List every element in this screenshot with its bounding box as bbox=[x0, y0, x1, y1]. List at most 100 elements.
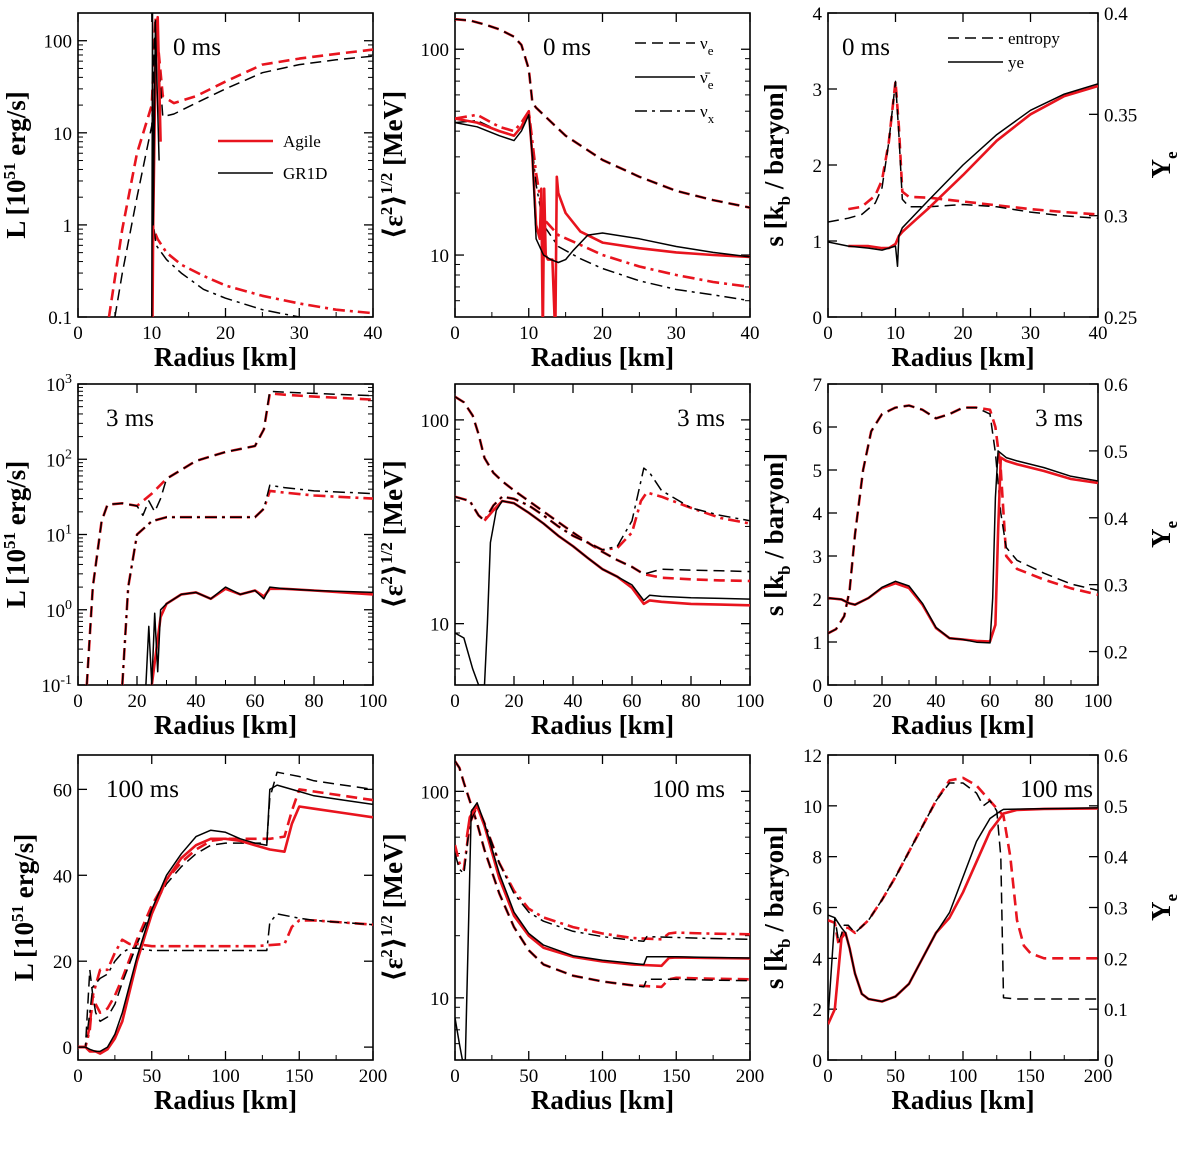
x-tick-label: 100 bbox=[588, 1066, 617, 1087]
x-tick-label: 40 bbox=[564, 691, 583, 712]
panel-title: 100 ms bbox=[1020, 776, 1093, 803]
legend-label: entropy bbox=[1008, 29, 1060, 48]
y-tick-label: 1 bbox=[813, 633, 823, 654]
y-tick-label: 0 bbox=[813, 308, 823, 329]
y2-axis-label: Ye bbox=[1146, 151, 1181, 179]
y-axis-label: s [kb / baryon] bbox=[759, 453, 794, 616]
series-gr1d-nu-e-bar bbox=[455, 803, 750, 1060]
series-group bbox=[828, 778, 1098, 1025]
panel-s3: 0 20 40 60 80 100012345670.20.30.40.50.6YeRad… bbox=[759, 375, 1181, 740]
panel-e3: 0 20 40 60 80 10010100Radius [km]⟨ε2⟩1/2 [MeV… bbox=[377, 384, 764, 740]
y2-tick-label: 0.25 bbox=[1104, 308, 1137, 329]
panel-title: 3 ms bbox=[106, 405, 154, 432]
x-tick-label: 40 bbox=[187, 691, 206, 712]
x-tick-label: 0 bbox=[450, 691, 460, 712]
x-tick-label: 60 bbox=[981, 691, 1000, 712]
y2-tick-label: 0 bbox=[1104, 1051, 1114, 1072]
panel-l0: 0 10 20 30 40 0.1 1 10 100 Radius [km] L [1051 erg… bbox=[0, 13, 383, 372]
x-tick-label: 100 bbox=[359, 691, 388, 712]
series-gr1d-nu-e-bar bbox=[146, 587, 373, 685]
series-group bbox=[828, 81, 1098, 266]
series-gr1d-nu-e-bar bbox=[455, 115, 750, 263]
x-tick-label: 100 bbox=[1084, 691, 1113, 712]
y-tick-label: 100 bbox=[46, 598, 72, 622]
x-tick-label: 100 bbox=[736, 691, 765, 712]
series-gr1d-nu-e bbox=[78, 772, 373, 1047]
y-tick-label: 5 bbox=[813, 461, 823, 482]
x-tick-label: 80 bbox=[305, 691, 324, 712]
y-tick-label: 100 bbox=[421, 40, 450, 61]
x-tick-label: 0 bbox=[73, 691, 83, 712]
x-tick-label: 20 bbox=[128, 691, 147, 712]
x-tick-label: 150 bbox=[285, 1066, 314, 1087]
y2-tick-label: 0.2 bbox=[1104, 643, 1128, 664]
legend-label: Agile bbox=[283, 132, 321, 151]
y-tick-label: 10 bbox=[430, 615, 449, 636]
y2-tick-label: 0.3 bbox=[1104, 899, 1128, 920]
y2-tick-label: 0.6 bbox=[1104, 746, 1128, 767]
panel-title: 0 ms bbox=[543, 34, 591, 61]
panel-e100: 0 50 100 150 20010100Radius [km]⟨ε2⟩1/2 [MeV… bbox=[377, 755, 764, 1115]
x-tick-label: 50 bbox=[142, 1066, 161, 1087]
series-gr1d-ye bbox=[828, 808, 1098, 1019]
legend: entropy ye bbox=[948, 29, 1060, 72]
legend-label: νx bbox=[700, 102, 715, 126]
x-tick-label: 150 bbox=[1016, 1066, 1045, 1087]
y-tick-label: 4 bbox=[813, 949, 823, 970]
x-axis-label: Radius [km] bbox=[531, 1085, 674, 1115]
y-tick-label: 12 bbox=[803, 746, 822, 767]
plot-frame bbox=[78, 13, 373, 317]
x-tick-label: 0 bbox=[450, 323, 460, 344]
y2-tick-label: 0.35 bbox=[1104, 105, 1137, 126]
series-agile-nu-x bbox=[155, 234, 373, 313]
y-tick-label: 4 bbox=[813, 4, 823, 25]
panel-s0: 0 10 20 30 40 0 1 2 3 4 0.25 0.3 0.35 0.4 Ye Radius [km… bbox=[759, 4, 1181, 372]
figure: 0 10 20 30 400.1110100Radius [km]L [1051 erg… bbox=[0, 0, 1184, 1157]
panel-title: 100 ms bbox=[106, 776, 179, 803]
series-agile-nu-x bbox=[78, 920, 373, 1047]
y-tick-label: 20 bbox=[53, 952, 72, 973]
panel-e0: 0 10 20 30 4010100Radius [km]⟨ε2⟩1/2 [MeV]0 … bbox=[377, 13, 760, 372]
x-tick-label: 100 bbox=[211, 1066, 240, 1087]
series-agile-entropy bbox=[828, 778, 1098, 958]
series-gr1d-nu-x bbox=[78, 914, 373, 1047]
series-group bbox=[455, 397, 750, 685]
x-tick-label: 100 bbox=[949, 1066, 978, 1087]
y-tick-label: 102 bbox=[46, 447, 72, 471]
x-tick-label: 20 bbox=[593, 323, 612, 344]
y-tick-label: 2 bbox=[813, 590, 823, 611]
y-tick-label: 2 bbox=[813, 156, 823, 177]
y-tick-label: 10 bbox=[53, 124, 72, 145]
y-tick-label: 10 bbox=[803, 797, 822, 818]
x-tick-label: 20 bbox=[505, 691, 524, 712]
legend: νeν̄eνx bbox=[635, 34, 715, 126]
y-tick-label: 4 bbox=[813, 504, 823, 525]
panel-title: 3 ms bbox=[1035, 405, 1083, 432]
x-tick-label: 30 bbox=[290, 323, 309, 344]
y-axis-label: L [1051 erg/s] bbox=[0, 91, 31, 238]
series-gr1d-nu-x bbox=[455, 468, 750, 550]
x-tick-label: 0 bbox=[823, 691, 833, 712]
series-gr1d-nu-x bbox=[455, 115, 750, 301]
y2-tick-label: 0.6 bbox=[1104, 375, 1128, 396]
y-tick-label: 7 bbox=[813, 375, 823, 396]
y2-tick-label: 0.5 bbox=[1104, 797, 1128, 818]
x-tick-label: 40 bbox=[364, 323, 383, 344]
y-tick-label: 6 bbox=[813, 899, 823, 920]
series-group bbox=[455, 19, 750, 337]
x-tick-label: 0 bbox=[450, 1066, 460, 1087]
legend-label: ye bbox=[1008, 53, 1024, 72]
y-axis-label: s [kb / baryon] bbox=[759, 83, 794, 246]
y2-tick-label: 0.3 bbox=[1104, 576, 1128, 597]
panel-title: 3 ms bbox=[677, 405, 725, 432]
x-tick-label: 10 bbox=[886, 323, 905, 344]
x-axis-label: Radius [km] bbox=[531, 342, 674, 372]
y-tick-label: 10 bbox=[430, 246, 449, 267]
series-agile-nu-e bbox=[78, 789, 373, 1047]
y-tick-label: 100 bbox=[421, 782, 450, 803]
y2-tick-label: 0.3 bbox=[1104, 207, 1128, 228]
y2-tick-label: 0.4 bbox=[1104, 509, 1128, 530]
y2-tick-label: 0.5 bbox=[1104, 442, 1128, 463]
y-tick-label: 6 bbox=[813, 418, 823, 439]
x-axis-label: Radius [km] bbox=[891, 1085, 1034, 1115]
